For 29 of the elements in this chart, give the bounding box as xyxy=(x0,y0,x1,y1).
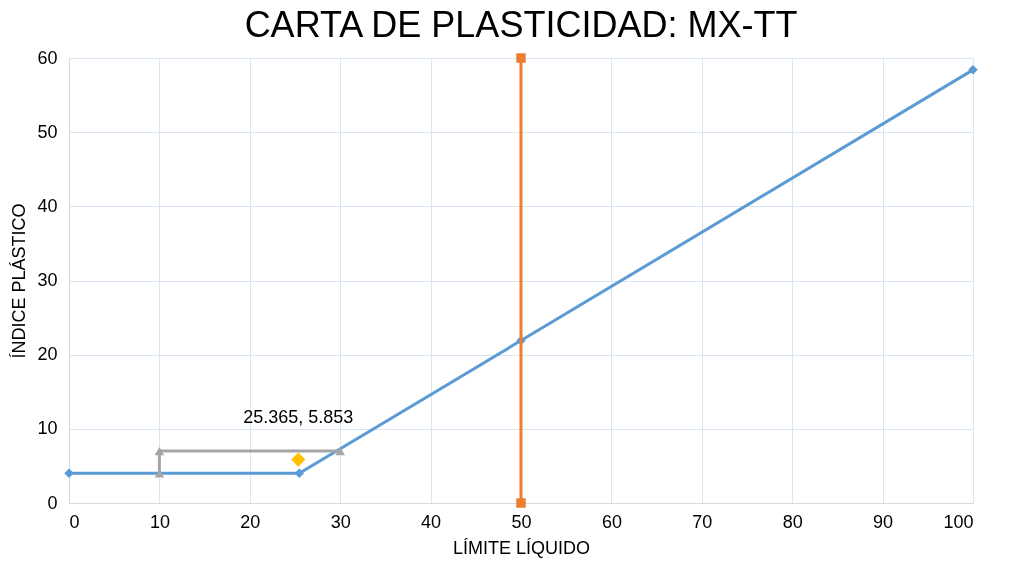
y-tick-label: 10 xyxy=(37,418,58,439)
y-tick-label: 60 xyxy=(37,47,58,68)
point xyxy=(516,53,526,63)
x-tick-label: 70 xyxy=(692,511,713,532)
x-tick-label: 50 xyxy=(511,511,532,532)
x-tick-label: 100 xyxy=(943,511,974,532)
y-tick-label: 40 xyxy=(37,195,58,216)
x-tick-label: 40 xyxy=(421,511,442,532)
x-tick-label: 0 xyxy=(69,511,80,532)
y-axis-title: ÍNDICE PLÁSTICO xyxy=(9,203,30,359)
x-tick-label: 90 xyxy=(873,511,894,532)
x-tick-label: 80 xyxy=(782,511,803,532)
annotation: 25.365, 5.853 xyxy=(243,406,354,427)
y-tick-label: 0 xyxy=(47,492,58,513)
x-axis-title: LÍMITE LÍQUIDO xyxy=(452,537,591,558)
y-tick-label: 30 xyxy=(37,270,58,290)
x-tick-label: 60 xyxy=(601,511,622,532)
y-tick-label: 50 xyxy=(37,121,58,142)
point xyxy=(516,498,526,508)
point xyxy=(294,468,305,479)
point xyxy=(154,446,165,456)
chart-title: CARTA DE PLASTICIDAD: MX-TT xyxy=(244,4,798,45)
x-tick-label: 30 xyxy=(330,511,351,532)
x-tick-label: 10 xyxy=(149,511,170,532)
point xyxy=(335,446,345,456)
y-tick-label: 20 xyxy=(37,344,58,365)
point xyxy=(64,468,74,479)
x-tick-label: 20 xyxy=(240,511,261,532)
point xyxy=(291,452,306,467)
